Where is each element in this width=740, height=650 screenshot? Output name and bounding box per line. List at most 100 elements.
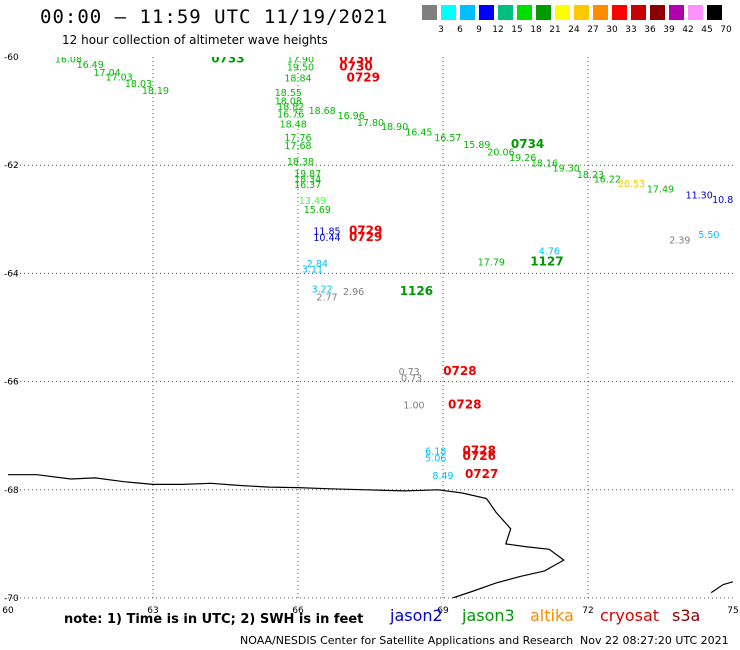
swh-value-label: 5.06 <box>425 454 446 465</box>
legend-swatch <box>517 5 532 20</box>
pass-time-label: 0727 <box>465 467 498 481</box>
pass-time-label: 0730 <box>339 51 372 65</box>
swh-value-label: 16.45 <box>405 127 432 138</box>
swh-value-label: 6.62 <box>732 225 740 236</box>
swh-value-label: 26.53 <box>618 179 645 190</box>
pass-time-label: 0726 <box>463 449 496 463</box>
x-tick-label: 69 <box>437 606 449 616</box>
swh-value-label: 8.49 <box>432 471 453 482</box>
pass-time-label: 1127 <box>530 254 563 268</box>
satellite-label-cryosat: cryosat <box>600 606 660 625</box>
legend-level-label: 15 <box>511 25 523 35</box>
legend-level-label: 24 <box>568 25 580 35</box>
swh-value-label: 17.79 <box>478 257 505 268</box>
x-tick-label: 72 <box>582 606 593 616</box>
swh-value-label: 18.34 <box>294 175 321 186</box>
swh-value-label: 2.39 <box>669 236 690 247</box>
legend-level-label: 39 <box>663 25 675 35</box>
swh-value-label: 11.30 <box>686 191 713 202</box>
legend-level-label: 9 <box>476 25 482 35</box>
swh-value-label: 18.23 <box>577 170 604 181</box>
footer-note: note: 1) Time is in UTC; 2) SWH is in fe… <box>64 612 364 627</box>
swh-value-label: 20.06 <box>487 147 514 158</box>
pass-time-label: 0729 <box>347 70 380 84</box>
swh-value-label: 16.57 <box>434 133 461 144</box>
pass-time-label: 0728 <box>443 364 476 378</box>
swh-value-label: 18.03 <box>125 79 152 90</box>
swh-value-label: 4.76 <box>539 246 560 257</box>
swh-value-label: 10.84 <box>712 195 739 206</box>
swh-value-label: 1.00 <box>403 401 424 412</box>
pass-time-label: 0729 <box>349 223 382 237</box>
swh-value-label: 16.08 <box>55 54 82 65</box>
satellite-label-jason3: jason3 <box>462 606 515 625</box>
swh-value-label: 17.68 <box>284 141 311 152</box>
swh-value-label: 19.30 <box>553 164 580 175</box>
legend-swatch <box>612 5 627 20</box>
swh-value-label: 15.69 <box>304 205 331 216</box>
legend-swatch <box>422 5 437 20</box>
swh-value-label: 18.08 <box>275 97 302 108</box>
swh-value-label: 16.76 <box>277 110 304 121</box>
swh-value-label: 17.80 <box>357 118 384 129</box>
swh-value-label: 19.26 <box>509 153 536 164</box>
pass-time-label: 0729 <box>349 230 382 244</box>
swh-value-label: 0.73 <box>401 374 422 385</box>
y-tick-label: -64 <box>4 269 19 279</box>
swh-value-label: 18.38 <box>287 157 314 168</box>
legend-swatch <box>707 5 722 20</box>
swh-value-label: 11.85 <box>313 226 340 237</box>
swh-value-label: 18.82 <box>277 102 304 113</box>
x-tick-label: 63 <box>147 606 158 616</box>
coastline <box>710 581 733 594</box>
chart-subtitle: 12 hour collection of altimeter wave hei… <box>62 33 328 47</box>
legend-swatch <box>555 5 570 20</box>
swh-value-label: 18.68 <box>309 106 336 117</box>
y-tick-label: -68 <box>4 486 19 496</box>
timestamp-text: Nov 22 08:27:20 UTC 2021 <box>580 634 729 647</box>
swh-value-label: 3.11 <box>302 264 323 275</box>
swh-value-label: 17.49 <box>647 184 674 195</box>
swh-value-label: 17.04 <box>93 68 120 79</box>
x-tick-label: 60 <box>2 606 14 616</box>
y-tick-label: -60 <box>4 53 19 63</box>
legend-swatch <box>574 5 589 20</box>
legend-swatch <box>650 5 665 20</box>
swh-value-label: 13.49 <box>299 196 326 207</box>
swh-value-label: 17.90 <box>287 54 314 65</box>
x-tick-label: 75 <box>727 606 738 616</box>
legend-swatch <box>460 5 475 20</box>
swh-value-label: 18.90 <box>381 122 408 133</box>
legend-level-label: 18 <box>530 25 542 35</box>
swh-value-label: 16.96 <box>338 111 365 122</box>
swh-value-label: 15.89 <box>463 140 490 151</box>
swh-value-label: 17.76 <box>284 133 311 144</box>
pass-time-label: 0728 <box>463 444 496 458</box>
swh-value-label: 2.84 <box>307 259 328 270</box>
legend-swatch <box>479 5 494 20</box>
swh-value-label: 18.19 <box>142 86 169 97</box>
legend-level-label: 36 <box>644 25 656 35</box>
y-tick-label: -62 <box>4 161 19 171</box>
legend-level-label: 30 <box>606 25 618 35</box>
satellite-label-jason2: jason2 <box>390 606 443 625</box>
legend-level-label: 27 <box>587 25 599 35</box>
swh-value-label: 3.22 <box>312 284 333 295</box>
swh-value-label: 5.50 <box>698 230 719 241</box>
swh-value-label: 18.48 <box>280 119 307 130</box>
y-tick-label: -66 <box>4 378 19 388</box>
satellite-label-s3a: s3a <box>672 606 701 625</box>
legend-level-label: 21 <box>549 25 561 35</box>
y-tick-label: -70 <box>4 594 19 604</box>
legend-swatch <box>498 5 513 20</box>
swh-value-label: 16.49 <box>77 60 104 71</box>
swh-value-label: 6.18 <box>425 447 446 458</box>
legend-level-label: 70 <box>720 25 732 35</box>
coastline <box>8 474 565 598</box>
legend-level-label: 6 <box>457 25 463 35</box>
swh-value-label: 16.37 <box>294 180 321 191</box>
legend-swatch <box>593 5 608 20</box>
legend-swatch <box>441 5 456 20</box>
swh-value-label: 19.87 <box>294 169 321 180</box>
